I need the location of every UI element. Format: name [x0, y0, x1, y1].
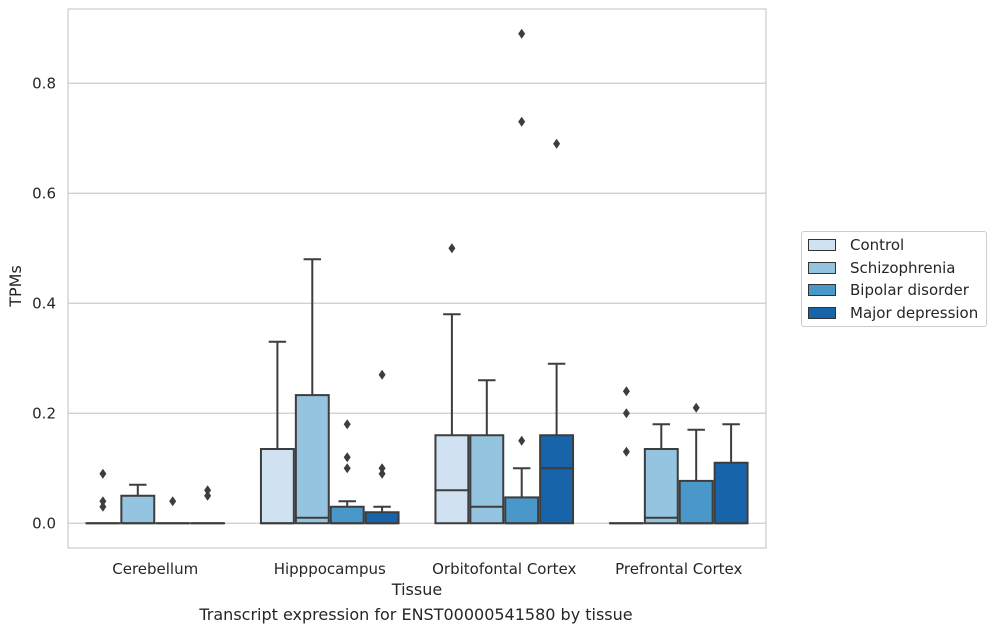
y-tick-label: 0.8 — [32, 74, 56, 92]
legend-swatch-major-depression — [808, 307, 836, 319]
x-axis-label: Tissue — [391, 580, 442, 599]
outlier-marker — [378, 369, 386, 380]
y-tick-label: 0.4 — [32, 294, 56, 312]
legend: Control Schizophrenia Bipolar disorder M… — [801, 231, 987, 327]
outlier-marker — [692, 402, 700, 413]
box-rect — [120, 494, 156, 525]
y-tick-label: 0.0 — [32, 514, 56, 532]
outlier-marker — [169, 496, 177, 507]
box-rect — [469, 434, 505, 525]
box-2-3 — [539, 138, 575, 525]
box-0-3 — [190, 485, 226, 525]
legend-swatch-schizophrenia — [808, 262, 836, 274]
outlier-marker — [622, 446, 630, 457]
y-axis-label: TPMs — [6, 265, 25, 308]
legend-swatch-control — [808, 239, 836, 251]
x-tick-label: Hipppocampus — [274, 560, 386, 578]
outlier-marker — [518, 28, 526, 39]
outlier-marker — [343, 463, 351, 474]
box-rect — [259, 448, 295, 525]
box-rect — [329, 505, 365, 525]
y-tick-label: 0.2 — [32, 404, 56, 422]
box-rect — [504, 496, 540, 525]
outlier-marker — [518, 116, 526, 127]
x-tick-label: Cerebellum — [112, 560, 198, 578]
legend-item-major-depression: Major depression — [808, 303, 978, 323]
outlier-marker — [378, 463, 386, 474]
outlier-marker — [204, 485, 212, 496]
box-1-0 — [259, 340, 295, 525]
box-3-2 — [678, 402, 714, 525]
box-3-1 — [643, 423, 679, 525]
box-rect — [643, 448, 679, 525]
y-tick-labels: 0.0 0.2 0.4 0.6 0.8 — [32, 74, 56, 532]
box-1-2 — [329, 419, 365, 525]
legend-item-schizophrenia: Schizophrenia — [808, 258, 955, 278]
x-tick-label: Prefrontal Cortex — [615, 560, 742, 578]
box-3-0 — [608, 386, 644, 525]
outlier-marker — [518, 435, 526, 446]
box-2-1 — [469, 379, 505, 525]
box-1-1 — [294, 258, 330, 525]
outlier-marker — [378, 468, 386, 479]
outlier-marker — [553, 138, 561, 149]
box-2-0 — [434, 243, 470, 525]
box-rect — [434, 434, 470, 525]
plot-frame — [67, 8, 767, 549]
outlier-marker — [99, 468, 107, 479]
outlier-marker — [343, 419, 351, 430]
chart-caption: Transcript expression for ENST0000054158… — [199, 605, 633, 624]
outlier-marker — [204, 490, 212, 501]
outlier-marker — [448, 243, 456, 254]
box-0-2 — [155, 496, 191, 525]
box-rect — [713, 461, 749, 525]
box-plots — [85, 28, 749, 525]
outlier-marker — [99, 496, 107, 507]
box-3-3 — [713, 423, 749, 525]
box-0-0 — [85, 468, 121, 525]
box-1-3 — [364, 369, 400, 525]
box-2-2 — [504, 28, 540, 525]
x-tick-labels: Cerebellum Hipppocampus Orbitofontal Corte… — [112, 560, 742, 578]
outlier-marker — [343, 452, 351, 463]
legend-label-bipolar-disorder: Bipolar disorder — [850, 281, 969, 299]
legend-label-control: Control — [850, 236, 905, 254]
y-tick-label: 0.6 — [32, 184, 56, 202]
box-rect — [539, 434, 575, 525]
outlier-marker — [99, 501, 107, 512]
outlier-marker — [622, 408, 630, 419]
legend-swatch-bipolar-disorder — [808, 284, 836, 296]
legend-item-control: Control — [808, 235, 904, 255]
box-rect — [678, 479, 714, 525]
outlier-marker — [622, 386, 630, 397]
box-rect — [294, 394, 330, 525]
legend-label-major-depression: Major depression — [850, 304, 979, 322]
legend-label-schizophrenia: Schizophrenia — [850, 259, 956, 277]
box-0-1 — [120, 483, 156, 525]
x-tick-label: Orbitofontal Cortex — [432, 560, 576, 578]
box-rect — [364, 511, 400, 525]
legend-item-bipolar-disorder: Bipolar disorder — [808, 280, 969, 300]
